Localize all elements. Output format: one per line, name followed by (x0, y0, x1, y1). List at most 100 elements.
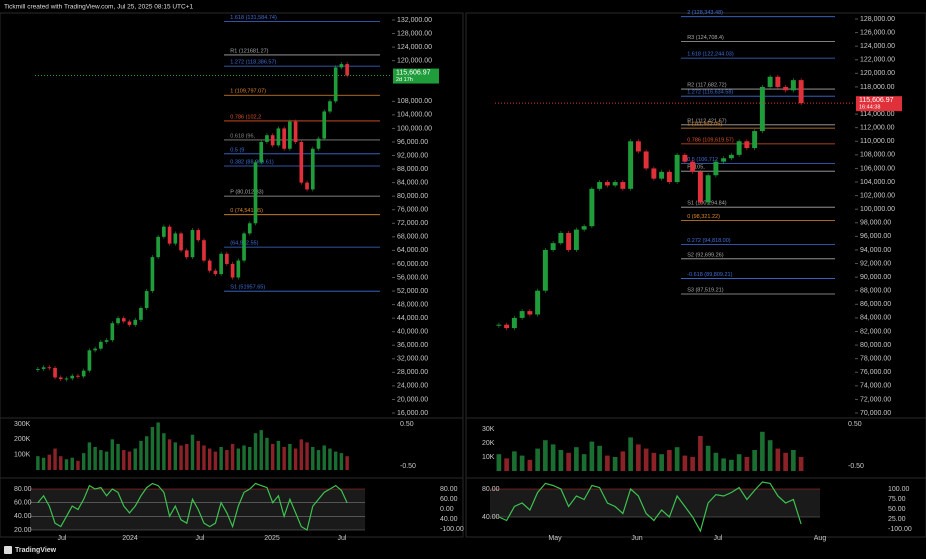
volume-bar (213, 451, 218, 470)
level-label: 0.382 (88,909.61) (230, 159, 274, 165)
current-price-badge (393, 68, 439, 84)
volume-bar (185, 443, 189, 470)
volume-bar (36, 456, 40, 470)
volume-bar (127, 451, 132, 470)
osc-right-label: -100.00 (888, 526, 912, 533)
volume-bar (760, 431, 765, 471)
price-tick-label: 82,000.00 (860, 328, 891, 335)
volume-bar (265, 437, 269, 470)
volume-bar (139, 440, 143, 470)
price-tick-label: 72,000.00 (860, 396, 891, 403)
volume-bar (589, 441, 595, 471)
volume-right-label: 0.50 (400, 421, 414, 428)
price-tick-label: 114,000.00 (860, 111, 895, 118)
volume-bar (144, 436, 149, 470)
price-tick-label: 90,000.00 (860, 274, 891, 281)
volume-bar (167, 439, 172, 470)
price-tick-label: 56,000.00 (397, 274, 428, 281)
volume-tick-label: 200K (14, 436, 31, 443)
volume-bar (527, 459, 533, 471)
price-tick-label: 94,000.00 (860, 247, 891, 254)
volume-bar (791, 450, 796, 471)
osc-right-label: 40.00 (440, 516, 458, 523)
countdown: 2d 17h (396, 77, 413, 83)
volume-bar (53, 448, 57, 470)
price-tick-label: 76,000.00 (860, 369, 891, 376)
price-tick-label: 106,000.00 (860, 165, 895, 172)
price-tick-label: 124,000.00 (397, 44, 432, 51)
level-label: S2 (92,699.26) (687, 252, 724, 258)
current-price: 115,606.97 (859, 97, 894, 104)
volume-bar (566, 452, 571, 471)
volume-bar (690, 457, 695, 471)
time-label: Aug (814, 535, 827, 542)
price-tick-label: 68,000.00 (397, 234, 428, 241)
price-tick-label: 118,000.00 (860, 84, 895, 91)
volume-tick-label: 30K (482, 426, 495, 433)
price-tick-label: 126,000.00 (860, 29, 895, 36)
level-label: R2 (117,682.72) (687, 83, 727, 89)
osc-tick-label: 80.00 (482, 486, 500, 493)
level-label: S1 (100,294.84) (687, 201, 727, 207)
price-tick-label: 52,000.00 (397, 288, 428, 295)
volume-bar (305, 442, 309, 470)
level-label: 1 (109,797.07) (230, 89, 266, 95)
level-label: R3 (124,708.4) (687, 35, 724, 41)
price-tick-label: 64,000.00 (397, 247, 428, 254)
volume-bar (207, 448, 212, 470)
volume-bar (276, 440, 281, 470)
volume-bar (636, 444, 641, 471)
price-tick-label: 88,000.00 (860, 288, 891, 295)
volume-bar (519, 455, 525, 471)
osc-tick-label: 40.00 (14, 513, 32, 520)
time-label: Jun (631, 535, 642, 542)
volume-bar (316, 450, 321, 470)
volume-bar (783, 452, 788, 471)
price-tick-label: 96,000.00 (860, 233, 891, 240)
volume-bar (698, 436, 703, 471)
volume-bar (219, 447, 223, 470)
volume-bar (104, 451, 109, 470)
level-label: S1 (51957.65) (230, 285, 265, 291)
volume-bar (659, 454, 664, 471)
level-label: 0.272 (94,818.00) (687, 238, 731, 244)
volume-bar (150, 427, 155, 470)
time-label: Jul (338, 535, 347, 542)
level-label: S3 (87,519.21) (687, 287, 724, 293)
price-tick-label: 88,000.00 (397, 166, 428, 173)
price-tick-label: 120,000.00 (397, 57, 432, 64)
level-label: 1.272 (118,386.57) (230, 60, 276, 66)
level-label: 0 (74,541.85) (230, 208, 263, 214)
osc-right-label: 50.00 (888, 506, 906, 513)
volume-bar (581, 454, 587, 471)
volume-right-label: -0.50 (848, 463, 864, 470)
volume-tick-label: 10K (482, 454, 495, 461)
volume-bar (535, 448, 540, 471)
price-tick-label: 104,000.00 (397, 112, 432, 119)
volume-bar (179, 445, 183, 470)
volume-bar (612, 457, 618, 471)
volume-bar (76, 460, 80, 470)
price-tick-label: 124,000.00 (860, 43, 895, 50)
level-label: 0.5 (9 (230, 147, 244, 153)
osc-right-label: 25.00 (888, 516, 906, 523)
osc-right-label: 75.00 (888, 496, 906, 503)
volume-bar (162, 433, 166, 470)
level-label: 2 (128,343.48) (687, 10, 723, 16)
price-tick-label: 128,000.00 (397, 30, 432, 37)
volume-bar (293, 448, 298, 470)
osc-right-label: 60.00 (440, 496, 458, 503)
time-label: 2025 (264, 535, 280, 542)
osc-tick-label: 20.00 (14, 527, 32, 534)
price-tick-label: 122,000.00 (860, 57, 895, 64)
volume-bar (64, 459, 69, 470)
level-label: 0.786 (102,2 (230, 114, 261, 120)
volume-bar (133, 448, 137, 470)
volume-bar (59, 456, 63, 470)
level-label: 0.618 (96, (230, 133, 255, 139)
volume-bar (504, 458, 509, 471)
price-tick-label: 100,000.00 (397, 125, 432, 132)
volume-bar (110, 439, 115, 470)
volume-bar (620, 451, 626, 471)
